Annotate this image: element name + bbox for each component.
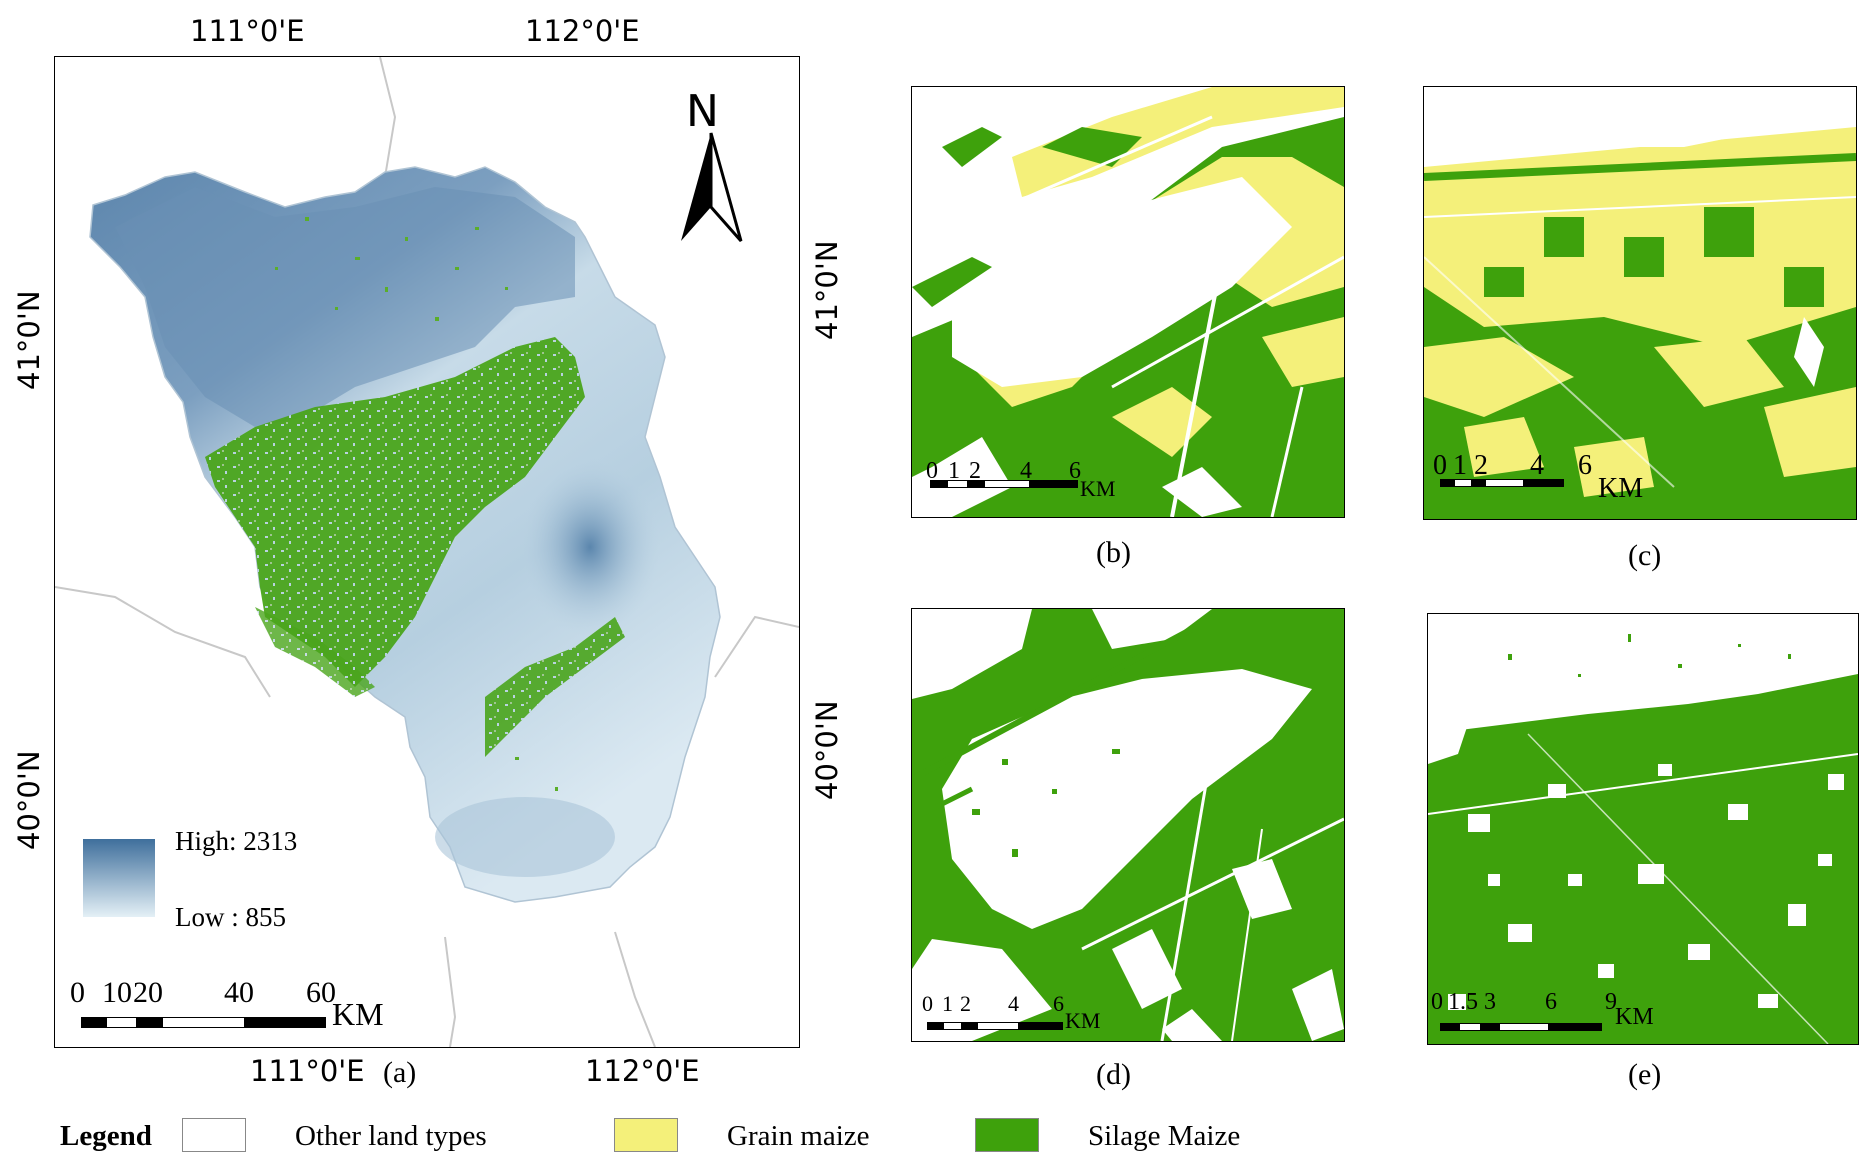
lon-label-bottom-2: 112°0'E xyxy=(585,1054,700,1088)
maize-belt xyxy=(205,337,585,687)
scale-tick-a-4: 60 xyxy=(306,976,336,1009)
scale-tick-c-0: 0 xyxy=(1433,450,1447,481)
legend-label-other: Other land types xyxy=(295,1120,487,1152)
lon-label-bottom-1: 111°0'E xyxy=(250,1054,365,1088)
maize-strip-south xyxy=(255,607,375,697)
scale-tick-e-2: 3 xyxy=(1484,989,1496,1015)
landcover-map-b xyxy=(912,87,1344,517)
scale-tick-b-4: 6 xyxy=(1069,458,1081,484)
boundary-line-south-2 xyxy=(614,931,656,1047)
scale-unit-e: KM xyxy=(1615,1004,1654,1030)
scale-tick-b-2: 2 xyxy=(969,458,981,484)
scale-tick-c-2: 2 xyxy=(1474,450,1488,481)
scale-tick-e-0: 0 xyxy=(1431,989,1443,1015)
lat-label-mid-1: 41°0'N xyxy=(810,240,844,340)
scale-tick-d-0: 0 xyxy=(922,991,933,1016)
maize-specks xyxy=(275,217,558,791)
legend-swatch-grain-maize xyxy=(614,1118,678,1152)
scale-unit-a: KM xyxy=(332,996,384,1032)
lat-label-left-2: 40°0'N xyxy=(12,750,46,850)
map-frame-d xyxy=(911,608,1345,1042)
dem-color-ramp xyxy=(83,839,155,917)
south-ridge-shade xyxy=(435,797,615,877)
scale-tick-c-3: 4 xyxy=(1530,450,1544,481)
scale-unit-d: KM xyxy=(1065,1008,1101,1033)
scalebar-graphic-b xyxy=(930,480,1078,488)
scalebar-graphic-c xyxy=(1440,479,1564,487)
legend-label-grain-maize: Grain maize xyxy=(727,1120,870,1152)
scale-tick-d-4: 6 xyxy=(1053,991,1064,1016)
lon-label-top-2: 112°0'E xyxy=(525,14,640,48)
boundary-line-south-1 xyxy=(444,936,457,1047)
panel-label-e: (e) xyxy=(1628,1058,1662,1091)
scale-tick-c-1: 1 xyxy=(1453,450,1467,481)
lat-label-left-1: 41°0'N xyxy=(12,290,46,390)
map-frame-e xyxy=(1427,613,1859,1045)
panel-label-d: (d) xyxy=(1096,1058,1131,1091)
panel-label-b: (b) xyxy=(1096,536,1131,569)
scale-tick-e-3: 6 xyxy=(1545,989,1557,1015)
legend-swatch-other xyxy=(182,1118,246,1152)
dem-map xyxy=(55,57,799,1047)
scale-unit-c: KM xyxy=(1598,473,1644,504)
scalebar-graphic-a xyxy=(81,1017,326,1028)
scale-tick-b-0: 0 xyxy=(926,458,938,484)
scalebar-graphic-d xyxy=(927,1022,1063,1030)
landcover-map-e xyxy=(1428,634,1858,1044)
boundary-line-west xyxy=(55,586,271,698)
boundary-line-east xyxy=(714,615,799,678)
scale-tick-a-0: 0 xyxy=(70,976,85,1009)
scale-tick-d-3: 4 xyxy=(1008,991,1019,1016)
map-frame-c xyxy=(1423,86,1857,520)
lat-label-mid-2: 40°0'N xyxy=(810,700,844,800)
lon-label-top-1: 111°0'E xyxy=(190,14,305,48)
scale-tick-a-3: 40 xyxy=(224,976,254,1009)
north-label: N xyxy=(686,86,719,137)
legend-label-silage-maize: Silage Maize xyxy=(1088,1120,1241,1152)
landcover-map-c xyxy=(1424,87,1856,519)
panel-label-a: (a) xyxy=(383,1056,417,1089)
map-frame-a xyxy=(54,56,800,1048)
panel-label-c: (c) xyxy=(1628,539,1662,572)
dem-high-label: High: 2313 xyxy=(175,826,298,856)
highland-shade xyxy=(115,187,575,427)
dem-low-label: Low : 855 xyxy=(175,902,286,932)
legend-title: Legend xyxy=(60,1120,152,1152)
scale-tick-a-1: 10 xyxy=(102,976,132,1009)
landcover-map-d xyxy=(912,609,1344,1041)
scale-tick-d-1: 1 xyxy=(942,991,953,1016)
scale-tick-d-2: 2 xyxy=(960,991,971,1016)
scale-tick-a-2: 20 xyxy=(133,976,163,1009)
scale-tick-b-3: 4 xyxy=(1020,458,1032,484)
map-frame-b xyxy=(911,86,1345,518)
scale-unit-b: KM xyxy=(1080,476,1116,501)
scale-tick-b-1: 1 xyxy=(948,458,960,484)
scalebar-graphic-e xyxy=(1440,1023,1602,1031)
legend-swatch-silage-maize xyxy=(975,1118,1039,1152)
scale-tick-e-1: 1.5 xyxy=(1448,989,1478,1015)
scale-tick-e-4: 9 xyxy=(1605,989,1617,1015)
maize-strip-east xyxy=(485,617,625,757)
east-ridge-shade xyxy=(520,457,660,637)
scale-tick-c-4: 6 xyxy=(1578,450,1592,481)
north-arrow-icon xyxy=(681,132,743,242)
